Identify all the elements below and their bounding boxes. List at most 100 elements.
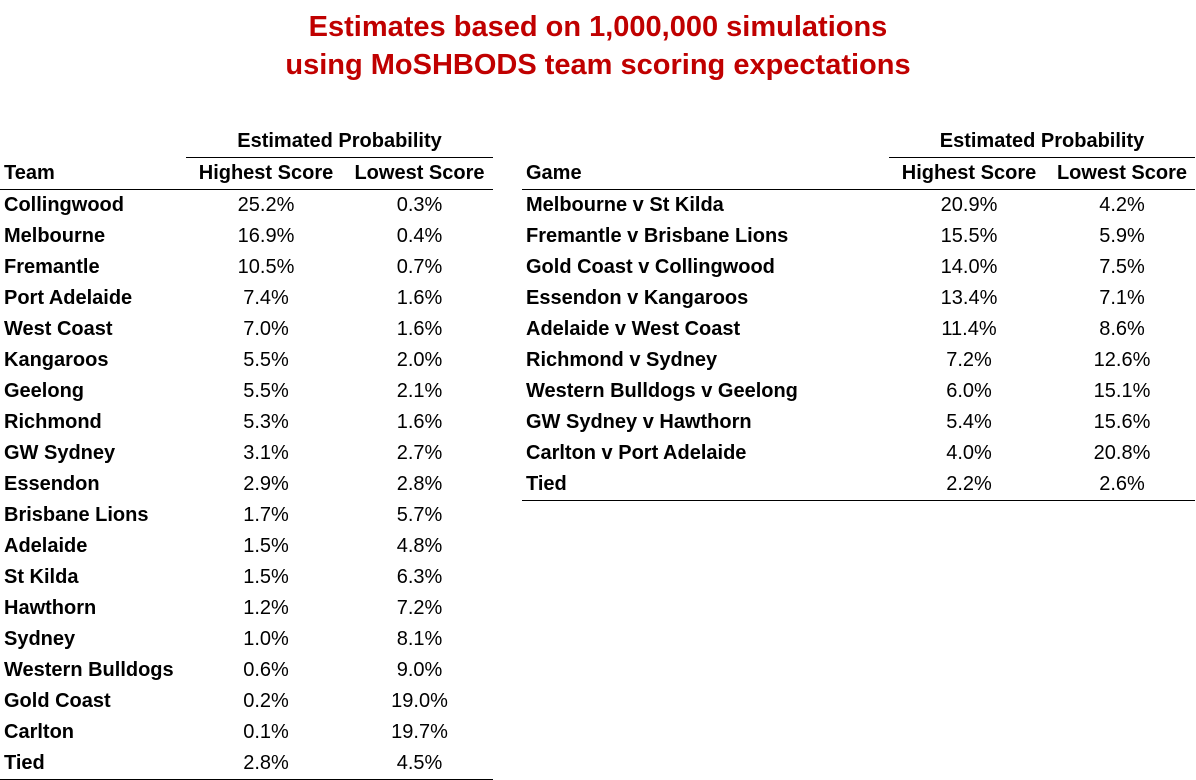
table-row: Essendon 2.9% 2.8% [0, 469, 493, 500]
lowest-score-cell: 2.7% [396, 442, 443, 464]
lowest-score-cell: 9.0% [396, 659, 443, 681]
highest-score-cell: 11.4% [941, 318, 997, 340]
lowest-score-cell: 8.1% [396, 628, 443, 650]
row-name: Geelong [4, 380, 85, 402]
table-row: Brisbane Lions 1.7% 5.7% [0, 500, 493, 531]
row-name: Essendon v Kangaroos [526, 287, 749, 309]
column-header-team: Team [0, 157, 186, 190]
lowest-score-cell: 15.6% [1093, 411, 1151, 433]
table-row: Adelaide v West Coast 11.4% 8.6% [522, 314, 1195, 345]
row-name: Kangaroos [4, 349, 109, 371]
row-name: Brisbane Lions [4, 504, 149, 526]
highest-score-cell: 25.2% [237, 194, 295, 216]
highest-score-cell: 0.6% [243, 659, 289, 681]
row-name: Richmond v Sydney [526, 349, 718, 371]
highest-score-cell: 7.2% [946, 349, 992, 371]
highest-score-cell: 15.5% [940, 225, 998, 247]
lowest-score-cell: 1.6% [396, 411, 443, 433]
table-row: Richmond 5.3% 1.6% [0, 407, 493, 438]
table-row: Richmond v Sydney 7.2% 12.6% [522, 345, 1195, 376]
table-row: Hawthorn 1.2% 7.2% [0, 593, 493, 624]
highest-score-cell: 2.2% [889, 469, 1049, 501]
row-name: Carlton [4, 721, 74, 743]
table-row: Melbourne v St Kilda 20.9% 4.2% [522, 190, 1195, 222]
table-row: Gold Coast 0.2% 19.0% [0, 686, 493, 717]
row-name: Carlton v Port Adelaide [526, 442, 747, 464]
row-name: Gold Coast [4, 690, 111, 712]
highest-score-cell: 2.9% [243, 473, 289, 495]
table-row: Gold Coast v Collingwood 14.0% 7.5% [522, 252, 1195, 283]
lowest-score-cell: 15.1% [1093, 380, 1151, 402]
row-name: Collingwood [4, 194, 124, 216]
row-name: Sydney [4, 628, 76, 650]
column-header-game: Game [522, 157, 889, 190]
row-name: Western Bulldogs v Geelong [526, 380, 798, 402]
highest-score-cell: 1.5% [243, 535, 289, 557]
row-name: GW Sydney v Hawthorn [526, 411, 752, 433]
table-row: Tied 2.8% 4.5% [0, 748, 493, 780]
table-row: Carlton v Port Adelaide 4.0% 20.8% [522, 438, 1195, 469]
table-row: St Kilda 1.5% 6.3% [0, 562, 493, 593]
column-header-highest: Highest Score [889, 157, 1049, 190]
table-row: Essendon v Kangaroos 13.4% 7.1% [522, 283, 1195, 314]
lowest-score-cell: 4.2% [1099, 194, 1145, 216]
highest-score-cell: 1.7% [243, 504, 289, 526]
lowest-score-cell: 20.8% [1093, 442, 1151, 464]
table-row: Collingwood 25.2% 0.3% [0, 190, 493, 222]
row-name: Richmond [4, 411, 102, 433]
lowest-score-cell: 2.8% [396, 473, 443, 495]
team-probability-table: Estimated Probability Team Highest Score… [0, 126, 493, 780]
lowest-score-cell: 0.3% [396, 194, 443, 216]
table-row: Fremantle 10.5% 0.7% [0, 252, 493, 283]
highest-score-cell: 5.5% [243, 349, 289, 371]
row-name: Melbourne [4, 225, 106, 247]
lowest-score-cell: 2.1% [396, 380, 443, 402]
row-name: Fremantle [4, 256, 100, 278]
table-row: Fremantle v Brisbane Lions 15.5% 5.9% [522, 221, 1195, 252]
row-name: Port Adelaide [4, 287, 133, 309]
highest-score-cell: 7.0% [243, 318, 289, 340]
highest-score-cell: 10.5% [237, 256, 295, 278]
table-row: Geelong 5.5% 2.1% [0, 376, 493, 407]
lowest-score-cell: 0.4% [396, 225, 443, 247]
table-row: Kangaroos 5.5% 2.0% [0, 345, 493, 376]
lowest-score-cell: 12.6% [1093, 349, 1151, 371]
lowest-score-cell: 2.6% [1049, 469, 1195, 501]
row-name: Melbourne v St Kilda [526, 194, 724, 216]
column-header-lowest: Lowest Score [1049, 157, 1195, 190]
column-header-highest: Highest Score [186, 157, 346, 190]
lowest-score-cell: 1.6% [396, 287, 443, 309]
highest-score-cell: 1.0% [243, 628, 289, 650]
row-name: Western Bulldogs [4, 659, 174, 681]
table-row: Port Adelaide 7.4% 1.6% [0, 283, 493, 314]
lowest-score-cell: 4.5% [346, 748, 493, 780]
table-row: Adelaide 1.5% 4.8% [0, 531, 493, 562]
highest-score-cell: 2.8% [186, 748, 346, 780]
highest-score-cell: 5.3% [243, 411, 289, 433]
highest-score-cell: 4.0% [946, 442, 992, 464]
row-name: Essendon [4, 473, 100, 495]
row-name: GW Sydney [4, 442, 116, 464]
row-name: St Kilda [4, 566, 79, 588]
lowest-score-cell: 19.0% [391, 690, 448, 712]
highest-score-cell: 0.2% [243, 690, 289, 712]
row-name: Adelaide [4, 535, 88, 557]
row-name: Tied [522, 469, 889, 501]
table-row: Tied 2.2% 2.6% [522, 469, 1195, 501]
highest-score-cell: 0.1% [243, 721, 289, 743]
highest-score-cell: 13.4% [940, 287, 998, 309]
highest-score-cell: 5.4% [946, 411, 992, 433]
page-title: Estimates based on 1,000,000 simulations… [0, 8, 1196, 84]
table-row: GW Sydney 3.1% 2.7% [0, 438, 493, 469]
column-header-lowest: Lowest Score [346, 157, 493, 190]
lowest-score-cell: 19.7% [391, 721, 448, 743]
table-row: West Coast 7.0% 1.6% [0, 314, 493, 345]
game-table-body: Melbourne v St Kilda 20.9% 4.2% Fremantle v… [522, 190, 1195, 501]
table-row: Western Bulldogs v Geelong 6.0% 15.1% [522, 376, 1195, 407]
row-name: West Coast [4, 318, 113, 340]
highest-score-cell: 3.1% [243, 442, 289, 464]
team-table-body: Collingwood 25.2% 0.3% Melbourne 16.9% 0.4% Fr… [0, 190, 493, 780]
group-header: Estimated Probability [186, 126, 493, 158]
table-row: Western Bulldogs 0.6% 9.0% [0, 655, 493, 686]
highest-score-cell: 1.5% [243, 566, 289, 588]
